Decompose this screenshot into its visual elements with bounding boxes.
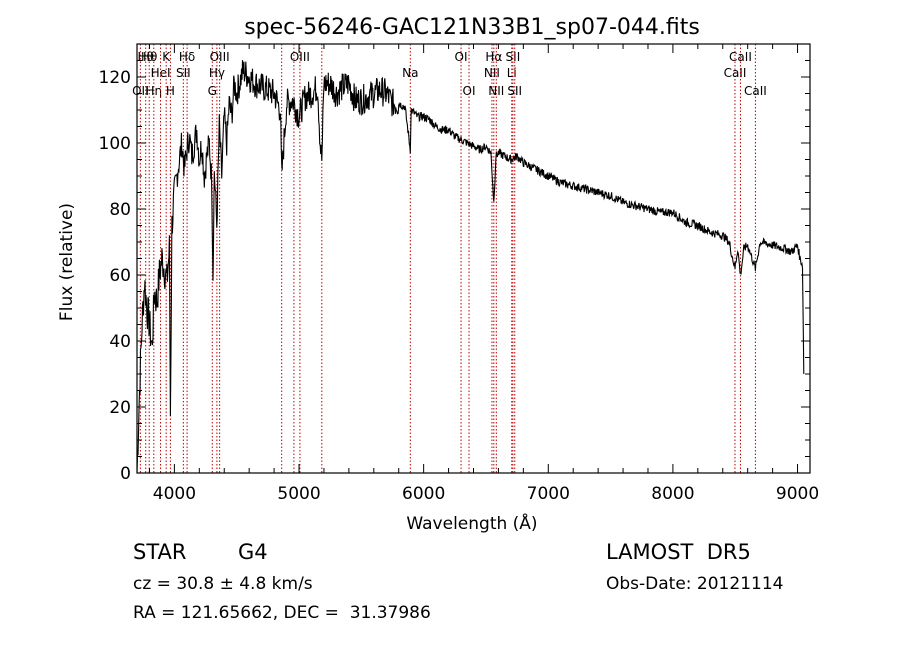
line-label: OI <box>463 84 476 98</box>
line-label: G <box>208 84 217 98</box>
object-type: STAR <box>133 540 187 564</box>
chart-title: spec-56246-GAC121N33B1_sp07-044.fits <box>244 15 700 40</box>
line-label: CaII <box>729 50 752 64</box>
line-label: SII <box>506 50 521 64</box>
line-label: Na <box>402 66 418 80</box>
x-tick-label: 7000 <box>527 484 570 504</box>
x-tick-label: 6000 <box>402 484 445 504</box>
line-label: OII <box>132 84 149 98</box>
y-tick-label: 100 <box>99 134 131 154</box>
y-tick-label: 40 <box>109 332 131 352</box>
axis-ticks: 4000 5000 6000 7000 8000 9000 0 20 40 60 80 100 120 <box>99 44 819 504</box>
line-label: K <box>162 50 171 64</box>
line-label: SII <box>176 66 191 80</box>
line-label: OI <box>455 50 468 64</box>
y-tick-label: 0 <box>120 464 131 484</box>
object-subclass: G4 <box>238 540 268 564</box>
line-label: Hγ <box>209 66 225 80</box>
spectrum-series <box>136 60 805 474</box>
line-label: NII <box>488 84 504 98</box>
spectrum-chart: spec-56246-GAC121N33B1_sp07-044.fits OII… <box>57 15 819 534</box>
line-label: SII <box>507 84 522 98</box>
line-label: OIII <box>290 50 310 64</box>
spectrum-line <box>136 60 805 474</box>
line-label: Li <box>507 66 517 80</box>
line-label: HeI <box>151 66 171 80</box>
plot-frame <box>136 43 811 474</box>
redshift-velocity: cz = 30.8 ± 4.8 km/s <box>133 574 313 594</box>
line-label: NII <box>484 66 500 80</box>
x-tick-label: 8000 <box>651 484 694 504</box>
line-label: CaII <box>744 84 767 98</box>
x-tick-label: 4000 <box>153 484 196 504</box>
x-axis-label: Wavelength (Å) <box>406 512 537 534</box>
ra-dec-coordinates: RA = 121.65662, DEC = 31.37986 <box>133 603 431 623</box>
line-label: Hη <box>146 84 163 98</box>
line-label: Hθ <box>141 50 157 64</box>
y-tick-label: 120 <box>99 68 131 88</box>
y-axis-label: Flux (relative) <box>57 203 77 321</box>
observation-date: Obs-Date: 20121114 <box>606 574 784 594</box>
line-label: Hδ <box>179 50 195 64</box>
y-tick-label: 60 <box>109 266 131 286</box>
y-tick-label: 20 <box>109 398 131 418</box>
line-label: OIII <box>210 50 230 64</box>
line-label: CaII <box>724 66 747 80</box>
line-label: Hα <box>485 50 502 64</box>
x-tick-label: 5000 <box>277 484 320 504</box>
x-tick-label: 9000 <box>776 484 819 504</box>
y-tick-label: 80 <box>109 200 131 220</box>
line-label: H <box>166 84 175 98</box>
survey-name: LAMOST DR5 <box>606 540 751 564</box>
